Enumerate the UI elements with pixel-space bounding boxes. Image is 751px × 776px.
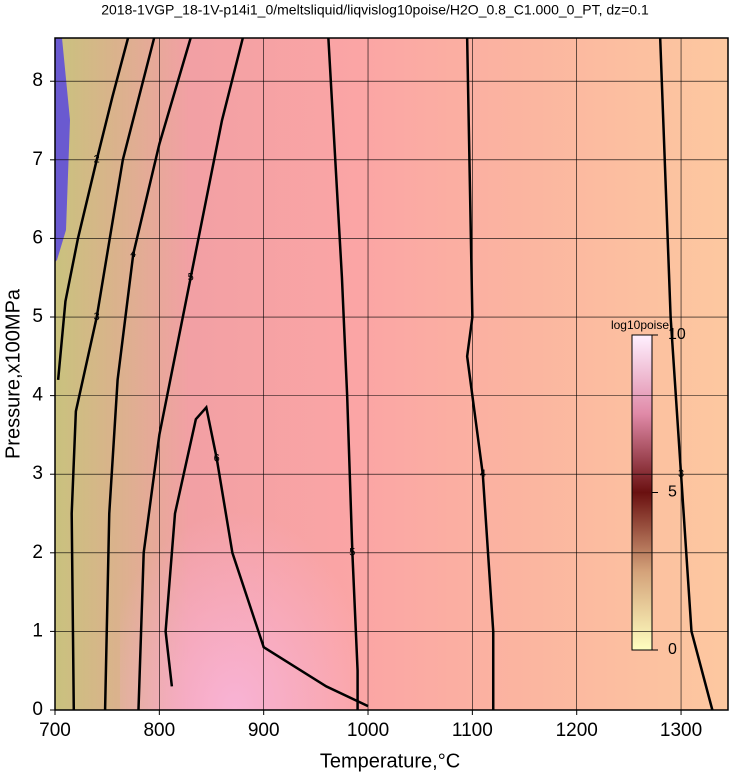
plot-frame [54,37,729,711]
contour-line [658,37,714,711]
x-tick-label: 800 [143,720,175,741]
colorbar-tick-label: 0 [668,641,677,658]
x-tick-label: 1200 [556,720,598,741]
colorbar-label: log10poise [611,318,669,332]
y-tick-label: 1 [32,620,43,641]
y-axis-label: Pressure,x100MPa [2,288,24,459]
contour-label: 2 [94,154,100,166]
y-tick-label: 8 [32,70,43,91]
x-tick-label: 1300 [660,720,702,741]
colorbar-tick-label: 10 [668,326,686,343]
y-tick-label: 0 [32,699,43,720]
contour-label: 3 [678,468,684,480]
y-tick-label: 5 [32,306,43,327]
x-tick-label: 1000 [347,720,389,741]
contour-label: 5 [188,272,194,284]
contour-line [56,37,130,381]
contour-label: 6 [214,452,220,464]
y-tick-label: 7 [32,149,43,170]
y-tick-label: 6 [32,227,43,248]
x-tick-label: 900 [248,720,280,741]
contour-line [164,404,369,708]
low-region [55,38,70,262]
contour-label: 4 [480,468,486,480]
contour-line [103,37,192,711]
contour-label: 3 [94,311,100,323]
y-tick-label: 4 [32,385,43,406]
colorbar-tick-label: 5 [668,484,677,501]
x-tick-label: 1100 [452,720,493,741]
contour-line [327,37,359,710]
y-tick-label: 2 [32,542,43,563]
contour-label: 5 [349,547,355,559]
chart-title: 2018-1VGP_18-1V-p14i1_0/meltsliquid/liqv… [101,2,649,18]
contour-line [70,37,156,711]
colorbar [631,334,653,651]
contour-label: 4 [130,248,136,260]
contour-line [137,37,245,711]
x-axis-label: Temperature,°C [320,750,460,772]
high-region [120,380,350,710]
contour-line [465,37,495,710]
y-tick-label: 3 [32,463,43,484]
x-tick-label: 700 [39,720,71,741]
